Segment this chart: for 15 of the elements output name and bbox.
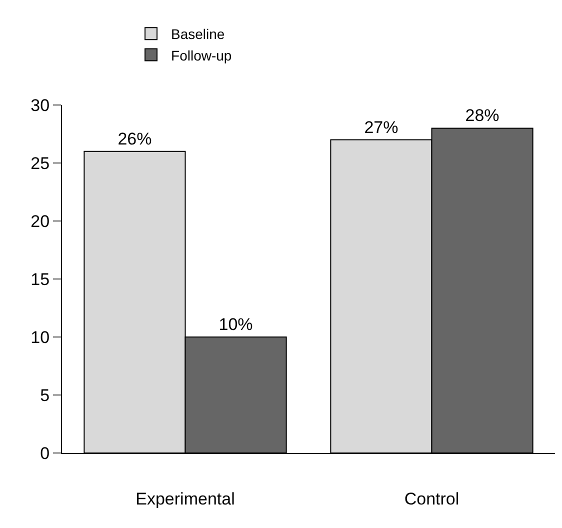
y-tick-label: 20 xyxy=(30,212,50,231)
data-label: 10% xyxy=(218,315,253,334)
data-label: 27% xyxy=(364,118,398,137)
x-tick-label: Experimental xyxy=(136,489,235,508)
x-tick-label: Control xyxy=(404,489,460,508)
y-tick-label: 10 xyxy=(30,328,50,347)
y-tick-label: 15 xyxy=(30,270,50,289)
y-tick-label: 0 xyxy=(40,444,50,463)
y-tick-label: 25 xyxy=(30,154,50,173)
data-label: 26% xyxy=(118,129,152,148)
y-tick-label: 5 xyxy=(40,386,50,405)
legend-label: Baseline xyxy=(171,26,225,42)
data-label: 28% xyxy=(465,106,500,126)
y-tick-label: 30 xyxy=(30,96,50,115)
legend-label: Follow-up xyxy=(171,47,232,64)
